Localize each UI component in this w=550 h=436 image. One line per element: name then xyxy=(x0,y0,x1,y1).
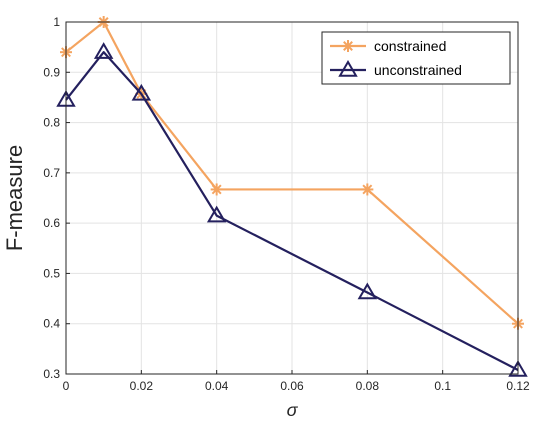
asterisk-stroke xyxy=(343,41,353,51)
data-point-unconstrained xyxy=(206,205,227,223)
legend-marker-unconstrained xyxy=(338,60,358,77)
data-point-unconstrained xyxy=(357,282,378,300)
x-tick-label: 0.1 xyxy=(434,379,451,393)
series-unconstrained xyxy=(56,42,528,377)
y-tick-label: 0.9 xyxy=(43,65,60,79)
data-point-constrained xyxy=(361,183,374,196)
legend-box xyxy=(321,31,511,85)
y-axis-title: F-measure xyxy=(2,145,27,251)
legend-label: constrained xyxy=(374,38,446,54)
series-layer xyxy=(56,16,528,377)
y-tick-label: 0.3 xyxy=(43,367,60,381)
legend-marker-constrained xyxy=(342,40,354,52)
asterisk-stroke xyxy=(211,184,222,195)
legend-label: unconstrained xyxy=(374,62,462,78)
x-tick-label: 0.08 xyxy=(356,379,380,393)
data-point-unconstrained xyxy=(131,83,152,101)
x-axis-title: σ xyxy=(287,400,299,420)
x-tick-label: 0.04 xyxy=(205,379,229,393)
y-tick-label: 0.4 xyxy=(43,317,60,331)
y-tick-label: 0.6 xyxy=(43,216,60,230)
data-point-unconstrained xyxy=(93,42,114,59)
y-tick-label: 1 xyxy=(53,15,60,29)
x-tick-label: 0.02 xyxy=(130,379,154,393)
x-tick-label: 0 xyxy=(63,379,70,393)
data-point-constrained xyxy=(210,183,223,196)
ticks: 0 0.02 0.04 0.06 0.08 0.1 0.12 0.3 0.4 0.5 0.6 0.7 0… xyxy=(43,15,530,393)
x-tick-label: 0.12 xyxy=(506,379,530,393)
asterisk-stroke xyxy=(362,184,373,195)
legend: constrained unconstrained xyxy=(321,31,511,85)
y-tick-label: 0.7 xyxy=(43,166,60,180)
data-point-unconstrained xyxy=(508,359,528,377)
series-line-unconstrained xyxy=(65,51,519,371)
series-line-constrained xyxy=(65,20,519,325)
y-tick-label: 0.8 xyxy=(43,116,60,130)
x-tick-label: 0.06 xyxy=(280,379,304,393)
y-tick-label: 0.5 xyxy=(43,266,60,280)
